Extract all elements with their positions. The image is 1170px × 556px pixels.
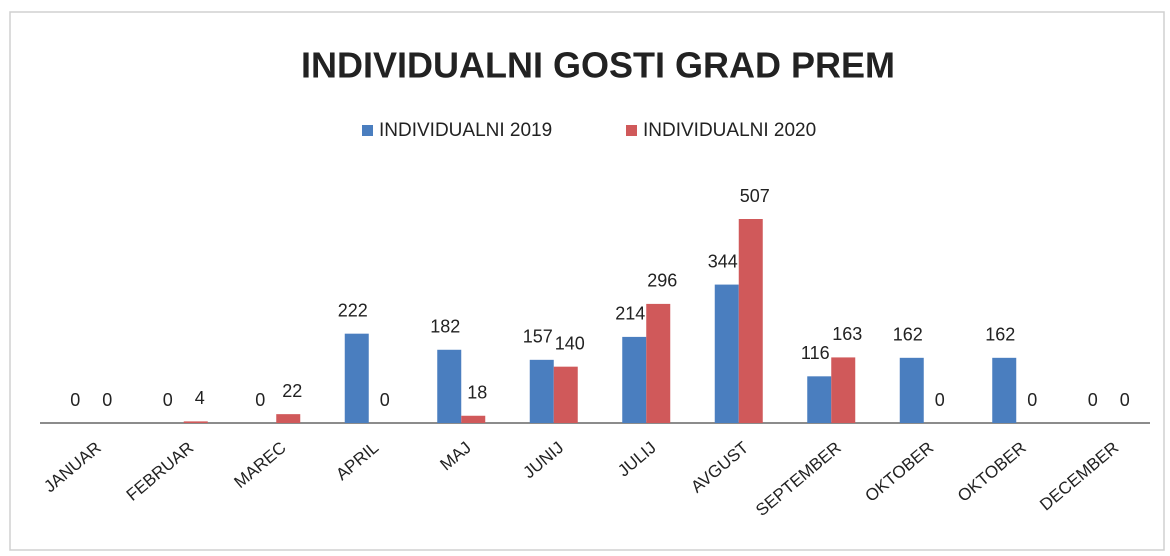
data-label: 18 [467,383,487,403]
bar [899,357,924,423]
bar [714,284,739,423]
data-label: 507 [740,186,770,206]
data-label: 0 [1120,390,1130,410]
data-label: 0 [1088,390,1098,410]
data-label: 222 [338,300,368,320]
legend-label: INDIVIDUALNI 2020 [643,120,816,141]
bar [831,357,856,423]
bar [553,366,578,423]
data-label: 0 [1027,390,1037,410]
data-label: 0 [380,390,390,410]
data-label: 157 [523,327,553,347]
data-label: 344 [708,251,738,271]
data-label: 162 [893,325,923,345]
data-label: 0 [102,390,112,410]
bar [622,336,647,423]
bar [183,421,208,423]
bar [807,376,832,423]
data-label: 4 [195,388,205,408]
bar [461,415,486,423]
data-label: 214 [615,304,645,324]
legend-swatch [626,125,637,136]
bar [344,333,369,423]
chart-title: INDIVIDUALNI GOSTI GRAD PREM [301,45,895,86]
data-label: 116 [801,343,830,363]
bar [529,359,554,423]
data-label: 22 [282,381,302,401]
data-label: 0 [255,390,265,410]
legend-swatch [362,125,373,136]
bar [276,414,301,423]
bar [738,219,763,423]
data-label: 0 [935,390,945,410]
bar [646,303,671,423]
data-label: 163 [832,324,862,344]
data-label: 0 [70,390,80,410]
data-label: 162 [985,325,1015,345]
bar [992,357,1017,423]
legend-label: INDIVIDUALNI 2019 [379,120,552,141]
data-label: 296 [647,271,677,291]
data-label: 140 [555,333,585,353]
bar [437,349,462,423]
data-label: 182 [430,317,460,337]
data-label: 0 [163,390,173,410]
chart-frame [9,11,1165,551]
